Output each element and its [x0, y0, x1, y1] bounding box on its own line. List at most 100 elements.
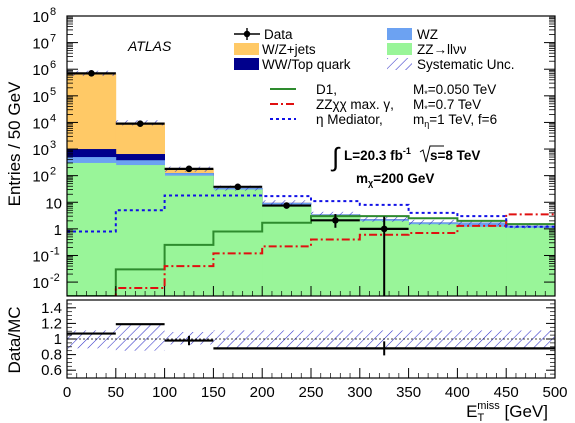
syst-band-bin-8: [457, 220, 507, 226]
y-axis-title: Entries / 50 GeV: [5, 81, 24, 206]
stack-bar-zzll-8: [457, 226, 507, 296]
svg-text:Systematic Unc.: Systematic Unc.: [417, 57, 515, 72]
svg-text:D1,: D1,: [316, 82, 337, 97]
legend-item-wwtop: WW/Top quark: [234, 57, 351, 72]
stacked-histograms: [67, 73, 555, 296]
legend-item-zz: ZZ→llνν: [387, 42, 467, 57]
y-tick-exp-1: -1: [50, 245, 60, 257]
svg-text:ZZχχ max. γ,: ZZχχ max. γ,: [316, 97, 394, 112]
svg-text:s=8 TeV: s=8 TeV: [430, 148, 480, 163]
sqrt-sign: [419, 145, 444, 163]
data-point-3: [234, 183, 242, 191]
svg-text:W/Z+jets: W/Z+jets: [262, 42, 316, 57]
stack-bar-zzll-9: [506, 227, 555, 296]
ratio-y-tick-label-2: 1: [54, 331, 62, 348]
svg-text:WZ: WZ: [417, 27, 438, 42]
svg-text:mχ=200 GeV: mχ=200 GeV: [356, 171, 434, 188]
ratio-y-tick-label-4: 1.4: [41, 300, 62, 317]
legend-item-wz: WZ: [387, 27, 438, 42]
x-tick-label-9: 450: [494, 384, 519, 401]
svg-text:WW/Top quark: WW/Top quark: [262, 57, 351, 72]
ratio-y-tick-label-0: 0.6: [41, 362, 62, 379]
legend-item-syst: Systematic Unc.: [387, 57, 515, 72]
x-tick-label-0: 0: [63, 384, 71, 401]
lumi-annotation: ∫ L=20.3 fb-1 s=8 TeV mχ=200 GeV: [330, 142, 480, 188]
x-tick-label-8: 400: [445, 384, 470, 401]
legend-item-wzjets: W/Z+jets: [234, 42, 316, 57]
svg-text:ZZ→llνν: ZZ→llνν: [417, 42, 467, 57]
stack-bar-zzll-3: [213, 189, 263, 296]
atlas-label: ATLAS: [127, 38, 172, 54]
ratio-syst-band: [67, 323, 555, 351]
data-point-6: [380, 225, 388, 233]
y-tick-exp-6: 4: [50, 112, 56, 124]
x-tick-label-5: 250: [298, 384, 323, 401]
x-tick-label-7: 350: [396, 384, 421, 401]
stack-bar-zzll-1: [115, 165, 165, 296]
x-tick-label-4: 200: [250, 384, 275, 401]
y-tick-exp-8: 6: [50, 59, 56, 71]
y-tick-label-5: 10: [32, 142, 49, 159]
stack-bar-zzll-5: [311, 216, 361, 296]
y-tick-label-2: 1: [54, 222, 62, 239]
signal-curves: [67, 194, 555, 296]
data-points: [67, 70, 409, 296]
y-tick-label-8: 10: [32, 62, 49, 79]
y-tick-label-1: 10: [32, 248, 49, 265]
ratio-band-1: [115, 323, 165, 351]
ratio-points: [67, 323, 555, 356]
y-tick-label-3: 10: [45, 195, 62, 212]
svg-text:mη=1 TeV, f=6: mη=1 TeV, f=6: [413, 112, 497, 129]
stack-bar-zzll-7: [408, 224, 458, 296]
ratio-frame: [66, 299, 556, 379]
ratio-y-axis-title: Data/MC: [5, 306, 24, 373]
svg-text:η Mediator,: η Mediator,: [316, 112, 383, 127]
y-tick-exp-7: 5: [50, 86, 56, 98]
integral-sign: ∫: [330, 142, 341, 172]
y-tick-label-6: 10: [32, 115, 49, 132]
data-point-1: [136, 120, 144, 127]
y-tick-label-7: 10: [32, 89, 49, 106]
y-tick-label-4: 10: [32, 169, 49, 186]
svg-text:M*=0.7 TeV: M*=0.7 TeV: [413, 97, 481, 114]
y-tick-exp-0: -2: [50, 272, 60, 284]
svg-text:L=20.3 fb-1: L=20.3 fb-1: [344, 146, 411, 163]
stack-bar-zzll-0: [67, 162, 117, 296]
x-tick-label-2: 100: [152, 384, 177, 401]
stack-bar-zzll-4: [262, 204, 312, 296]
y-tick-exp-10: 8: [50, 6, 56, 18]
ratio-y-ticks: 0.60.811.21.4: [41, 299, 555, 379]
y-tick-exp-9: 7: [50, 33, 56, 45]
x-tick-label-10: 500: [542, 384, 567, 401]
y-tick-exp-4: 2: [50, 166, 56, 178]
data-point-0: [88, 70, 95, 77]
y-tick-label-10: 10: [32, 9, 49, 26]
legend: Data WZ W/Z+jets ZZ→llνν WW/Top quark Sy…: [234, 27, 515, 129]
legend-item-eta: η Mediator, mη=1 TeV, f=6: [270, 112, 497, 129]
data-point-5: [332, 216, 339, 224]
y-tick-exp-5: 3: [50, 139, 56, 151]
legend-item-data: Data: [234, 27, 293, 42]
ratio-y-tick-label-1: 0.8: [41, 347, 62, 364]
x-tick-label-6: 300: [347, 384, 372, 401]
ratio-panel: 0.60.811.21.4 0 50 100 150 200 250 300 350 400 45…: [41, 286, 568, 401]
legend-item-d1: D1, M*=0.050 TeV: [270, 82, 496, 99]
x-tick-label-3: 150: [201, 384, 226, 401]
y-tick-label-9: 10: [32, 36, 49, 53]
data-point-2: [185, 165, 193, 173]
syst-band-bin-7: [408, 219, 458, 225]
signal-curve-1: [114, 213, 555, 296]
x-axis-ticks: 0 50 100 150 200 250 300 350 400 450 500: [63, 286, 568, 401]
x-axis-title: ETmiss [GeV]: [466, 400, 548, 423]
svg-text:M*=0.050 TeV: M*=0.050 TeV: [413, 82, 496, 99]
legend-item-zzxx: ZZχχ max. γ, M*=0.7 TeV: [270, 97, 481, 114]
svg-text:Data: Data: [264, 27, 293, 42]
ratio-y-tick-label-3: 1.2: [41, 315, 62, 332]
y-tick-label-0: 10: [32, 275, 49, 292]
data-point-4: [283, 202, 290, 209]
x-tick-label-1: 50: [107, 384, 124, 401]
stack-bar-zzll-2: [164, 175, 214, 296]
